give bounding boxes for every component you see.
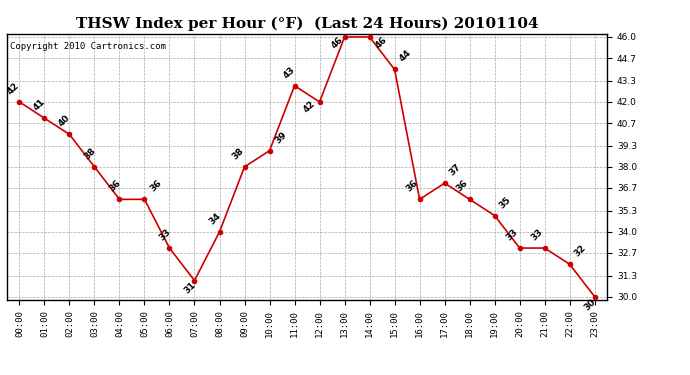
Title: THSW Index per Hour (°F)  (Last 24 Hours) 20101104: THSW Index per Hour (°F) (Last 24 Hours)… (76, 17, 538, 31)
Text: 31: 31 (182, 280, 197, 296)
Text: 37: 37 (447, 162, 463, 177)
Text: Copyright 2010 Cartronics.com: Copyright 2010 Cartronics.com (10, 42, 166, 51)
Text: 39: 39 (274, 130, 289, 145)
Text: 36: 36 (148, 178, 164, 194)
Text: 40: 40 (57, 114, 72, 129)
Text: 34: 34 (207, 211, 222, 226)
Text: 42: 42 (6, 81, 21, 96)
Text: 35: 35 (497, 195, 513, 210)
Text: 30: 30 (582, 297, 598, 312)
Text: 32: 32 (573, 243, 588, 259)
Text: 33: 33 (529, 227, 544, 243)
Text: 36: 36 (454, 178, 470, 194)
Text: 38: 38 (82, 146, 97, 161)
Text: 41: 41 (32, 98, 47, 112)
Text: 46: 46 (374, 36, 389, 51)
Text: 44: 44 (397, 48, 413, 64)
Text: 33: 33 (157, 227, 172, 243)
Text: 42: 42 (302, 99, 317, 114)
Text: 36: 36 (404, 178, 420, 194)
Text: 36: 36 (107, 178, 122, 194)
Text: 33: 33 (504, 227, 520, 243)
Text: 46: 46 (329, 36, 344, 51)
Text: 38: 38 (230, 146, 246, 161)
Text: 43: 43 (282, 65, 297, 80)
